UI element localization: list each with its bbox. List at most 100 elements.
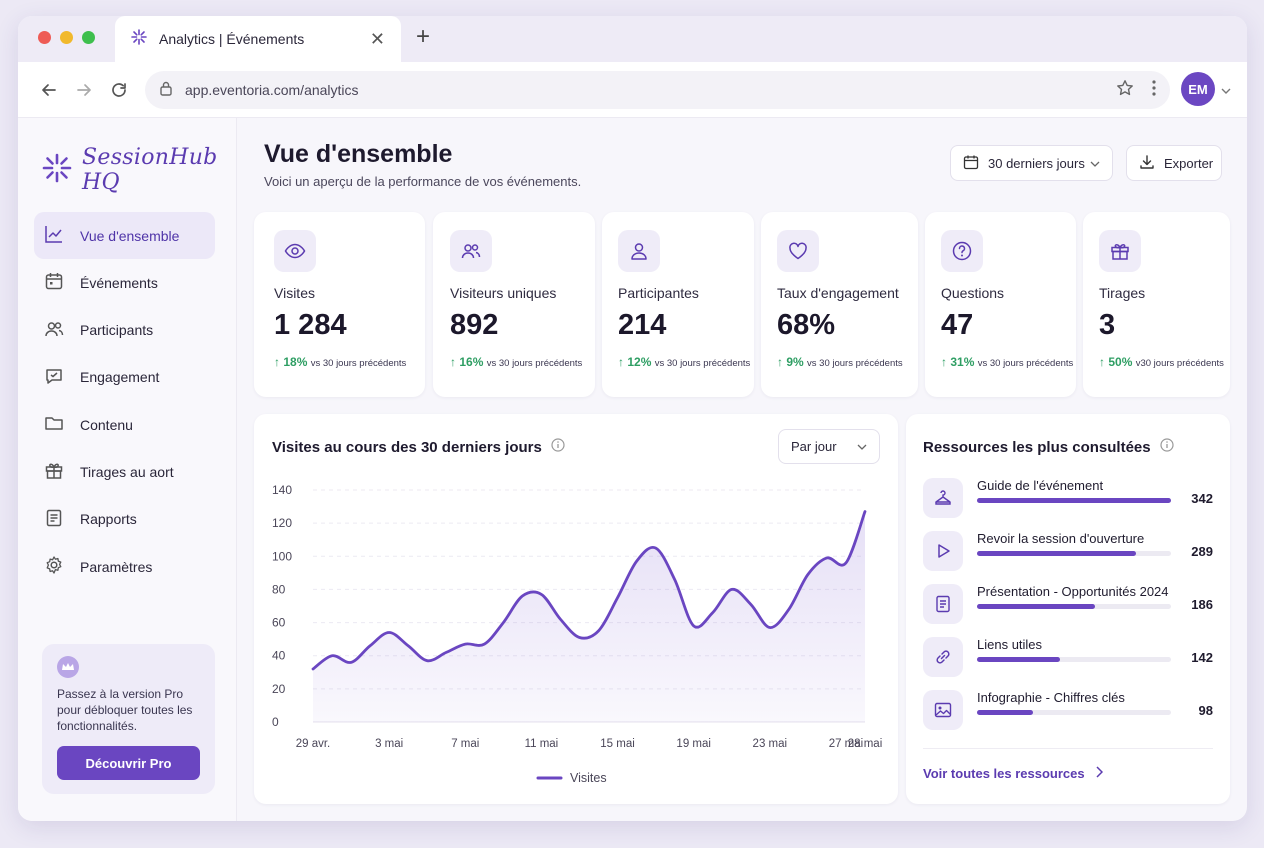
- minimize-window-button[interactable]: [60, 31, 73, 44]
- visits-chart-card: Visites au cours des 30 derniers jours P…: [254, 414, 898, 804]
- see-all-resources-link[interactable]: Voir toutes les ressources: [923, 766, 1103, 781]
- resource-bar-fill: [977, 498, 1171, 503]
- trend-compare: v30 jours précédents: [1135, 358, 1224, 369]
- stat-card-questions[interactable]: Questions 47 ↑ 31% vs 30 jours précédent…: [925, 212, 1076, 397]
- resource-bar-fill: [977, 604, 1096, 609]
- x-tick-label: 7 mai: [451, 738, 479, 750]
- gift-icon: [1099, 230, 1141, 272]
- date-range-select[interactable]: 30 derniers jours: [950, 145, 1113, 181]
- forward-icon[interactable]: [73, 79, 95, 101]
- browser-toolbar: app.eventoria.com/analytics EM: [18, 62, 1247, 118]
- avatar[interactable]: EM: [1181, 72, 1215, 106]
- resource-row[interactable]: Revoir la session d'ouverture 289: [923, 531, 1213, 571]
- stat-card-draws[interactable]: Tirages 3 ↑ 50% v30 jours précédents: [1083, 212, 1230, 397]
- info-icon[interactable]: [1160, 438, 1174, 456]
- document-icon: [923, 584, 963, 624]
- x-tick-label: 11 mai: [525, 738, 559, 750]
- sidebar-item-events[interactable]: Événements: [34, 259, 215, 306]
- y-tick-label: 80: [272, 582, 286, 596]
- resource-bar-fill: [977, 657, 1061, 662]
- granularity-label: Par jour: [791, 439, 837, 454]
- sidebar-item-participants[interactable]: Participants: [34, 307, 215, 354]
- page-title: Vue d'ensemble: [264, 140, 453, 168]
- resource-row[interactable]: Infographie - Chiffres clés 98: [923, 690, 1213, 730]
- x-tick-label: 15 mai: [600, 738, 635, 750]
- lock-icon: [159, 80, 173, 101]
- sidebar-item-draws[interactable]: Tirages au aort: [34, 448, 215, 495]
- stat-card-engagement[interactable]: Taux d'engagement 68% ↑ 9% vs 30 jours p…: [761, 212, 918, 397]
- visits-area-fill: [313, 511, 865, 722]
- divider: [923, 748, 1213, 749]
- stat-card-unique-visitors[interactable]: Visiteurs uniques 892 ↑ 16% vs 30 jours …: [433, 212, 595, 397]
- trend-percent: 9%: [786, 355, 804, 369]
- back-icon[interactable]: [38, 79, 60, 101]
- stat-value: 3: [1099, 309, 1116, 341]
- reload-icon[interactable]: [108, 79, 130, 101]
- url-text: app.eventoria.com/analytics: [185, 82, 359, 98]
- stat-label: Tirages: [1099, 285, 1146, 301]
- resource-name: Revoir la session d'ouverture: [977, 531, 1145, 546]
- logo[interactable]: SessionHub HQ: [42, 145, 236, 195]
- hanger-icon: [923, 478, 963, 518]
- visits-chart-title: Visites au cours des 30 derniers jours: [272, 438, 565, 456]
- discover-pro-button[interactable]: Découvrir Pro: [57, 746, 200, 780]
- new-tab-icon[interactable]: +: [416, 23, 431, 50]
- sidebar-item-overview[interactable]: Vue d'ensemble: [34, 212, 215, 259]
- close-tab-icon[interactable]: ✕: [369, 29, 385, 49]
- export-button[interactable]: Exporter: [1126, 145, 1222, 181]
- resource-bar: [977, 710, 1171, 715]
- trend-percent: 50%: [1108, 355, 1133, 369]
- eye-icon: [274, 230, 316, 272]
- resource-row[interactable]: Présentation - Opportunités 2024 186: [923, 584, 1213, 624]
- sidebar: SessionHub HQ Vue d'ensemble Événements …: [18, 118, 237, 821]
- play-icon: [923, 531, 963, 571]
- x-tick-label: 3 mai: [375, 738, 403, 750]
- sidebar-item-reports[interactable]: Rapports: [34, 496, 215, 543]
- sidebar-item-label: Engagement: [80, 369, 160, 386]
- visits-area-chart[interactable]: 0 20 40 60 80 100 120 140 29 avr. 3 mai 7 mai 11 ma…: [254, 414, 898, 804]
- stat-card-participants[interactable]: Participantes 214 ↑ 12% vs 30 jours préc…: [602, 212, 754, 397]
- resource-count: 289: [1191, 544, 1213, 559]
- question-icon: [941, 230, 983, 272]
- chevron-down-icon[interactable]: [1221, 82, 1231, 100]
- resource-bar: [977, 551, 1171, 556]
- trend-percent: 18%: [283, 355, 308, 369]
- y-tick-label: 120: [272, 516, 292, 530]
- sidebar-item-engagement[interactable]: Engagement: [34, 354, 215, 401]
- resource-row[interactable]: Liens utiles 142: [923, 637, 1213, 677]
- users-icon: [44, 319, 64, 342]
- sparkle-icon: [131, 28, 147, 50]
- image-icon: [923, 690, 963, 730]
- arrow-up-icon: ↑: [777, 355, 787, 369]
- resource-name: Présentation - Opportunités 2024: [977, 584, 1169, 599]
- resource-bar: [977, 657, 1171, 662]
- menu-dots-icon[interactable]: [1152, 79, 1156, 101]
- gear-icon: [44, 555, 64, 578]
- resource-count: 186: [1191, 597, 1213, 612]
- y-tick-label: 0: [272, 715, 279, 729]
- x-tick-label: 27 mai: [829, 738, 864, 750]
- y-tick-label: 140: [272, 483, 292, 497]
- maximize-window-button[interactable]: [82, 31, 95, 44]
- star-icon[interactable]: [1116, 79, 1134, 102]
- heart-icon: [777, 230, 819, 272]
- granularity-select[interactable]: Par jour: [778, 429, 880, 464]
- browser-tab[interactable]: Analytics | Événements ✕: [115, 16, 401, 62]
- tab-strip: Analytics | Événements ✕ +: [18, 16, 1247, 62]
- export-label: Exporter: [1164, 155, 1214, 171]
- close-window-button[interactable]: [38, 31, 51, 44]
- link-icon: [923, 637, 963, 677]
- chevron-down-icon: [1090, 156, 1100, 171]
- x-tick-label: 29 avr.: [296, 738, 331, 750]
- resource-bar: [977, 498, 1171, 503]
- address-bar[interactable]: app.eventoria.com/analytics: [145, 71, 1170, 109]
- resource-row[interactable]: Guide de l'événement 342: [923, 478, 1213, 518]
- card-title-text: Ressources les plus consultées: [923, 438, 1151, 456]
- stat-card-visits[interactable]: Visites 1 284 ↑ 18% vs 30 jours précéden…: [254, 212, 425, 397]
- resources-title: Ressources les plus consultées: [923, 438, 1174, 456]
- sidebar-item-label: Tirages au aort: [80, 463, 174, 480]
- info-icon[interactable]: [551, 438, 565, 456]
- folder-icon: [44, 413, 64, 436]
- sidebar-item-content[interactable]: Contenu: [34, 401, 215, 448]
- sidebar-item-settings[interactable]: Paramètres: [34, 543, 215, 590]
